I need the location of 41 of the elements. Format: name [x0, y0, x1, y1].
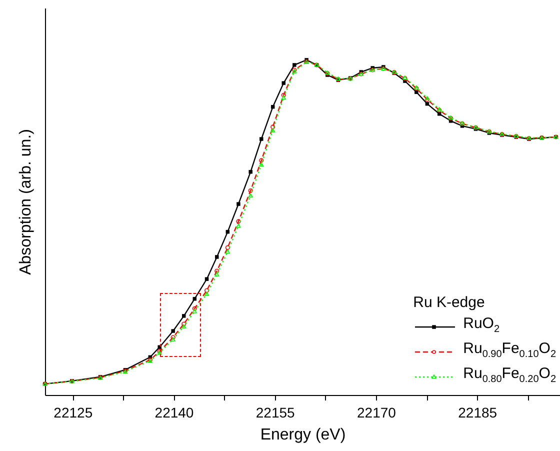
point [192, 306, 197, 311]
x-tick-label: 22155 [256, 404, 296, 420]
point [259, 162, 264, 166]
point [225, 245, 230, 250]
point [192, 309, 197, 314]
point [225, 250, 230, 254]
point [281, 95, 286, 100]
legend-title: Ru K-edge [413, 293, 486, 312]
point [260, 137, 264, 141]
point [281, 92, 286, 98]
point [204, 277, 209, 281]
point [182, 324, 186, 328]
legend-label: Ru$_{0.80}$Fe$_{0.20}$O$_{2}$ [463, 364, 556, 387]
x-tick-label: 22125 [54, 404, 93, 420]
point [248, 170, 252, 174]
point [215, 255, 219, 259]
point [171, 329, 175, 333]
point [236, 202, 240, 206]
y-axis-title: Absorption (arb. un.) [18, 129, 34, 275]
legend-label: Ru$_{0.90}$Fe$_{0.10}$O$_{2}$ [463, 339, 556, 362]
x-axis-title: Energy (eV) [260, 426, 346, 444]
point [204, 288, 210, 293]
point [204, 292, 210, 296]
point [248, 188, 253, 193]
x-tick-label: 22170 [357, 404, 396, 420]
point [259, 158, 264, 163]
legend-label: RuO$_{2}$ [463, 314, 500, 337]
x-tick-label: 22140 [154, 404, 194, 420]
point [214, 268, 220, 274]
point [282, 81, 286, 85]
x-tick-label: 22185 [458, 404, 498, 420]
point [292, 63, 296, 67]
point [437, 112, 442, 116]
point [236, 224, 241, 228]
point [158, 345, 162, 349]
point [270, 124, 276, 130]
point [214, 272, 220, 276]
point [182, 314, 186, 318]
point [270, 128, 276, 132]
point [248, 193, 253, 198]
point [236, 219, 241, 224]
